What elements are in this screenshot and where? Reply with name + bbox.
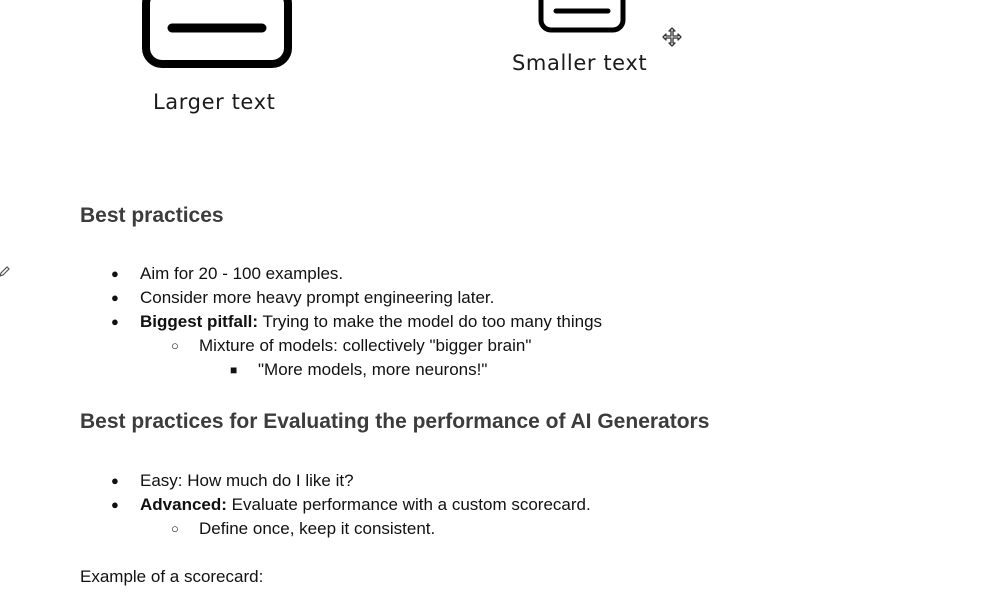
list-item: ● Consider more heavy prompt engineering… — [111, 288, 495, 308]
bullet: ■ — [230, 363, 238, 377]
bullet: ● — [111, 314, 119, 329]
list-item-text: Mixture of models: collectively "bigger … — [199, 336, 532, 355]
list-item: ● Aim for 20 - 100 examples. — [111, 264, 344, 284]
bullet: ● — [111, 497, 119, 512]
best-practices-heading: Best practices — [80, 204, 224, 227]
list-item: ● Biggest pitfall: Trying to make the mo… — [111, 312, 603, 332]
list-item-text: Define once, keep it consistent. — [199, 519, 436, 538]
bullet: ○ — [171, 338, 179, 353]
bullet: ○ — [171, 521, 179, 536]
small-text-box-icon — [538, 0, 626, 33]
bullet: ● — [111, 473, 119, 488]
bullet: ● — [111, 290, 119, 305]
pencil-icon — [0, 266, 10, 277]
list-item-text: Aim for 20 - 100 examples. — [140, 264, 344, 283]
list-item: ■ "More models, more neurons!" — [230, 360, 488, 380]
list-item: ○ Define once, keep it consistent. — [171, 519, 436, 539]
move-cursor-icon — [662, 27, 682, 47]
list-item: ● Easy: How much do I like it? — [111, 471, 354, 491]
larger-text-caption: Larger text — [153, 90, 276, 114]
bullet: ● — [111, 266, 119, 281]
list-item: ○ Mixture of models: collectively "bigge… — [171, 336, 532, 356]
list-item-text: Trying to make the model do too many thi… — [258, 312, 603, 331]
list-item-text: Consider more heavy prompt engineering l… — [140, 288, 495, 307]
list-item-text: Easy: How much do I like it? — [140, 471, 354, 490]
large-text-box-icon — [142, 0, 292, 68]
evaluating-heading: Best practices for Evaluating the perfor… — [80, 410, 710, 433]
list-item-text: Evaluate performance with a custom score… — [226, 495, 591, 514]
smaller-text-caption: Smaller text — [512, 51, 648, 75]
list-item-text: "More models, more neurons!" — [258, 360, 488, 379]
list-item-bold-label: Biggest pitfall: — [140, 312, 259, 331]
list-item: ● Advanced: Evaluate performance with a … — [111, 495, 591, 515]
list-item-bold-label: Advanced: — [140, 495, 227, 514]
scorecard-intro: Example of a scorecard: — [80, 567, 264, 586]
